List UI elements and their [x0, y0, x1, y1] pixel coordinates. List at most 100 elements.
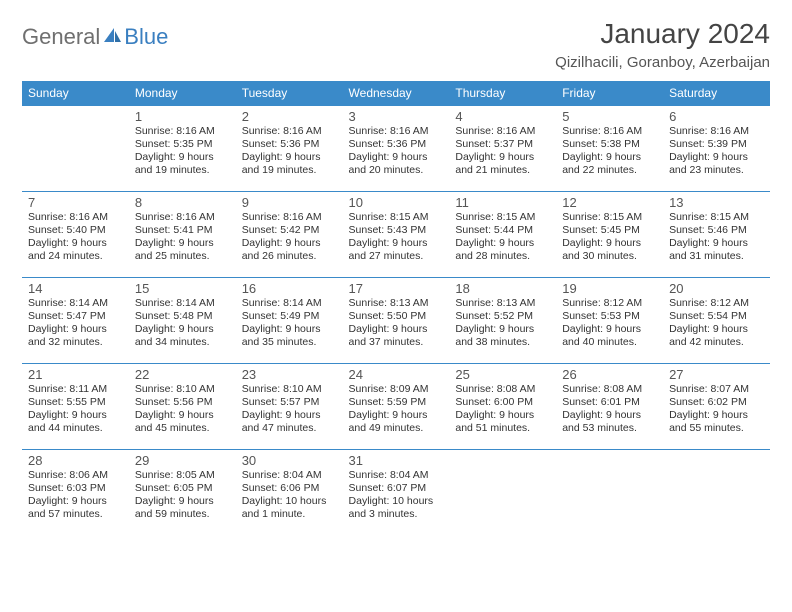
calendar-day-cell: 24Sunrise: 8:09 AMSunset: 5:59 PMDayligh… [343, 364, 450, 450]
daylight-text: and 32 minutes. [28, 336, 123, 349]
header: General Blue January 2024 Qizilhacili, G… [22, 18, 770, 71]
calendar-day-cell: 5Sunrise: 8:16 AMSunset: 5:38 PMDaylight… [556, 106, 663, 192]
daylight-text: Daylight: 9 hours [455, 323, 550, 336]
daylight-text: and 25 minutes. [135, 250, 230, 263]
day-number: 5 [562, 109, 657, 124]
day-number: 9 [242, 195, 337, 210]
sunset-text: Sunset: 5:40 PM [28, 224, 123, 237]
day-number: 22 [135, 367, 230, 382]
sunset-text: Sunset: 5:36 PM [349, 138, 444, 151]
calendar-day-cell: 3Sunrise: 8:16 AMSunset: 5:36 PMDaylight… [343, 106, 450, 192]
weekday-header: Thursday [449, 81, 556, 106]
daylight-text: Daylight: 9 hours [349, 151, 444, 164]
daylight-text: and 53 minutes. [562, 422, 657, 435]
sunrise-text: Sunrise: 8:11 AM [28, 383, 123, 396]
calendar-day-cell: 7Sunrise: 8:16 AMSunset: 5:40 PMDaylight… [22, 192, 129, 278]
day-number: 8 [135, 195, 230, 210]
daylight-text: and 40 minutes. [562, 336, 657, 349]
calendar-week-row: 14Sunrise: 8:14 AMSunset: 5:47 PMDayligh… [22, 278, 770, 364]
day-number: 29 [135, 453, 230, 468]
sunset-text: Sunset: 5:47 PM [28, 310, 123, 323]
calendar-empty-cell [663, 450, 770, 536]
day-number: 26 [562, 367, 657, 382]
calendar-day-cell: 8Sunrise: 8:16 AMSunset: 5:41 PMDaylight… [129, 192, 236, 278]
calendar-empty-cell [22, 106, 129, 192]
daylight-text: Daylight: 9 hours [242, 323, 337, 336]
daylight-text: Daylight: 9 hours [455, 151, 550, 164]
calendar-table: SundayMondayTuesdayWednesdayThursdayFrid… [22, 81, 770, 536]
sunset-text: Sunset: 5:54 PM [669, 310, 764, 323]
daylight-text: and 42 minutes. [669, 336, 764, 349]
weekday-header: Friday [556, 81, 663, 106]
sunrise-text: Sunrise: 8:16 AM [242, 211, 337, 224]
sunrise-text: Sunrise: 8:08 AM [562, 383, 657, 396]
daylight-text: Daylight: 9 hours [242, 151, 337, 164]
calendar-day-cell: 21Sunrise: 8:11 AMSunset: 5:55 PMDayligh… [22, 364, 129, 450]
day-number: 25 [455, 367, 550, 382]
calendar-day-cell: 27Sunrise: 8:07 AMSunset: 6:02 PMDayligh… [663, 364, 770, 450]
sunset-text: Sunset: 5:43 PM [349, 224, 444, 237]
daylight-text: Daylight: 9 hours [242, 409, 337, 422]
sunset-text: Sunset: 5:46 PM [669, 224, 764, 237]
title-block: January 2024 Qizilhacili, Goranboy, Azer… [555, 18, 770, 71]
sunset-text: Sunset: 6:07 PM [349, 482, 444, 495]
sunset-text: Sunset: 5:48 PM [135, 310, 230, 323]
daylight-text: Daylight: 9 hours [349, 237, 444, 250]
sunset-text: Sunset: 5:39 PM [669, 138, 764, 151]
calendar-header-row: SundayMondayTuesdayWednesdayThursdayFrid… [22, 81, 770, 106]
calendar-day-cell: 11Sunrise: 8:15 AMSunset: 5:44 PMDayligh… [449, 192, 556, 278]
sunset-text: Sunset: 5:44 PM [455, 224, 550, 237]
day-number: 6 [669, 109, 764, 124]
daylight-text: Daylight: 9 hours [135, 495, 230, 508]
daylight-text: Daylight: 10 hours [349, 495, 444, 508]
daylight-text: and 55 minutes. [669, 422, 764, 435]
sunrise-text: Sunrise: 8:12 AM [669, 297, 764, 310]
calendar-day-cell: 26Sunrise: 8:08 AMSunset: 6:01 PMDayligh… [556, 364, 663, 450]
sunset-text: Sunset: 5:50 PM [349, 310, 444, 323]
daylight-text: Daylight: 9 hours [455, 237, 550, 250]
day-number: 24 [349, 367, 444, 382]
calendar-day-cell: 10Sunrise: 8:15 AMSunset: 5:43 PMDayligh… [343, 192, 450, 278]
sunrise-text: Sunrise: 8:14 AM [28, 297, 123, 310]
daylight-text: Daylight: 9 hours [242, 237, 337, 250]
sunset-text: Sunset: 5:57 PM [242, 396, 337, 409]
daylight-text: Daylight: 9 hours [562, 237, 657, 250]
sunset-text: Sunset: 5:56 PM [135, 396, 230, 409]
daylight-text: and 45 minutes. [135, 422, 230, 435]
sunrise-text: Sunrise: 8:16 AM [562, 125, 657, 138]
sunrise-text: Sunrise: 8:16 AM [455, 125, 550, 138]
calendar-day-cell: 12Sunrise: 8:15 AMSunset: 5:45 PMDayligh… [556, 192, 663, 278]
weekday-header: Tuesday [236, 81, 343, 106]
daylight-text: Daylight: 9 hours [28, 323, 123, 336]
sunrise-text: Sunrise: 8:16 AM [135, 211, 230, 224]
sail-icon [102, 24, 122, 50]
sunrise-text: Sunrise: 8:16 AM [349, 125, 444, 138]
sunset-text: Sunset: 6:02 PM [669, 396, 764, 409]
day-number: 20 [669, 281, 764, 296]
sunrise-text: Sunrise: 8:06 AM [28, 469, 123, 482]
month-title: January 2024 [555, 18, 770, 50]
sunset-text: Sunset: 5:53 PM [562, 310, 657, 323]
sunset-text: Sunset: 5:41 PM [135, 224, 230, 237]
sunrise-text: Sunrise: 8:15 AM [669, 211, 764, 224]
calendar-day-cell: 30Sunrise: 8:04 AMSunset: 6:06 PMDayligh… [236, 450, 343, 536]
daylight-text: and 47 minutes. [242, 422, 337, 435]
calendar-day-cell: 6Sunrise: 8:16 AMSunset: 5:39 PMDaylight… [663, 106, 770, 192]
calendar-day-cell: 25Sunrise: 8:08 AMSunset: 6:00 PMDayligh… [449, 364, 556, 450]
sunrise-text: Sunrise: 8:14 AM [135, 297, 230, 310]
sunrise-text: Sunrise: 8:04 AM [242, 469, 337, 482]
sunrise-text: Sunrise: 8:16 AM [28, 211, 123, 224]
sunset-text: Sunset: 6:01 PM [562, 396, 657, 409]
day-number: 7 [28, 195, 123, 210]
sunset-text: Sunset: 5:37 PM [455, 138, 550, 151]
daylight-text: and 21 minutes. [455, 164, 550, 177]
sunset-text: Sunset: 5:36 PM [242, 138, 337, 151]
daylight-text: Daylight: 9 hours [562, 409, 657, 422]
sunrise-text: Sunrise: 8:05 AM [135, 469, 230, 482]
daylight-text: and 26 minutes. [242, 250, 337, 263]
calendar-day-cell: 17Sunrise: 8:13 AMSunset: 5:50 PMDayligh… [343, 278, 450, 364]
sunset-text: Sunset: 6:06 PM [242, 482, 337, 495]
day-number: 3 [349, 109, 444, 124]
calendar-day-cell: 22Sunrise: 8:10 AMSunset: 5:56 PMDayligh… [129, 364, 236, 450]
daylight-text: Daylight: 9 hours [455, 409, 550, 422]
